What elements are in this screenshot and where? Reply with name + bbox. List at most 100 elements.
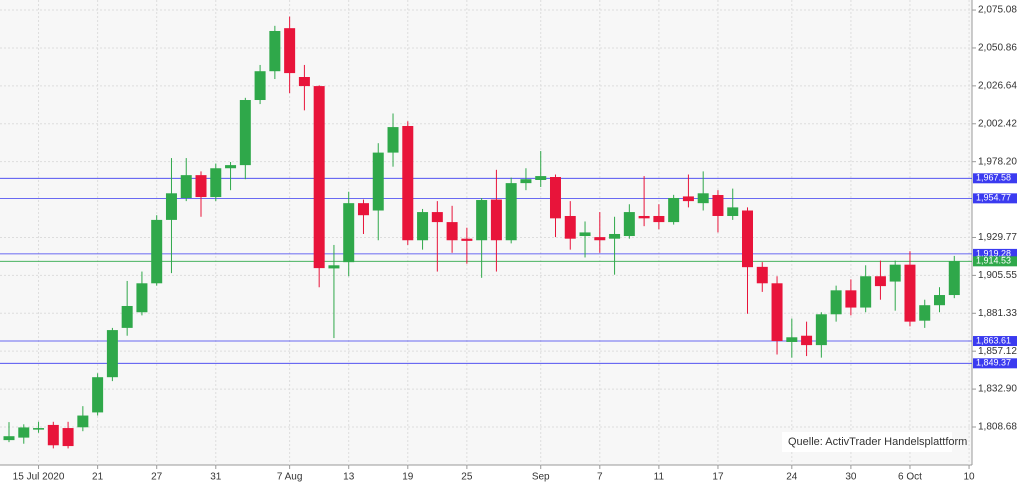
level-label: 1,954.77 bbox=[976, 193, 1011, 203]
y-tick-label: 2,026.64 bbox=[978, 81, 1017, 92]
candle-body bbox=[387, 127, 399, 153]
candle-body bbox=[934, 295, 946, 306]
candle-body bbox=[195, 175, 207, 198]
level-tag bbox=[973, 193, 1017, 204]
x-tick-label: 31 bbox=[210, 472, 222, 483]
x-tick-label: 6 Oct bbox=[898, 472, 922, 483]
level-label: 1,914.53 bbox=[976, 256, 1011, 266]
candle-body bbox=[919, 305, 931, 321]
candle-body bbox=[210, 168, 222, 198]
level-tag bbox=[973, 248, 1017, 259]
candle-body bbox=[92, 377, 104, 413]
candle-body bbox=[239, 100, 251, 166]
candle-body bbox=[564, 215, 576, 239]
level-tag bbox=[973, 358, 1017, 369]
candle-body bbox=[860, 276, 872, 308]
candle-body bbox=[372, 152, 384, 211]
candle-body bbox=[402, 125, 414, 241]
y-tick-label: 1,905.55 bbox=[978, 270, 1017, 281]
level-tag bbox=[973, 173, 1017, 184]
candle-body bbox=[609, 233, 621, 239]
y-tick-label: 2,050.86 bbox=[978, 43, 1017, 54]
y-tick-label: 2,002.42 bbox=[978, 118, 1017, 129]
annotation: Quelle: ActivTrader Handelsplattform bbox=[788, 436, 967, 448]
x-tick-label: 17 bbox=[712, 472, 724, 483]
candle-body bbox=[697, 193, 709, 204]
x-tick-label: 21 bbox=[92, 472, 104, 483]
annotation-box bbox=[782, 432, 952, 452]
candle-body bbox=[180, 175, 192, 198]
y-tick-label: 1,881.33 bbox=[978, 308, 1017, 319]
candle-body bbox=[668, 197, 680, 223]
candle-body bbox=[653, 215, 665, 223]
x-tick-label: 7 bbox=[597, 472, 603, 483]
x-tick-label: 7 Aug bbox=[277, 472, 303, 483]
level-tag bbox=[973, 256, 1017, 267]
y-tick-label: 1,857.12 bbox=[978, 346, 1017, 357]
candle-body bbox=[254, 71, 266, 101]
x-tick-label: Sep bbox=[532, 472, 550, 483]
x-tick-label: 13 bbox=[343, 472, 355, 483]
level-label: 1,849.37 bbox=[976, 358, 1011, 368]
candle-body bbox=[889, 264, 901, 282]
candle-body bbox=[165, 193, 177, 220]
candle-body bbox=[136, 283, 148, 313]
candle-body bbox=[904, 264, 916, 322]
x-tick-label: 30 bbox=[845, 472, 857, 483]
candle-body bbox=[742, 210, 753, 268]
candle-body bbox=[357, 203, 369, 216]
level-label: 1,919.28 bbox=[976, 248, 1011, 258]
candle-body bbox=[33, 428, 45, 430]
candle-body bbox=[106, 330, 118, 378]
candle-body bbox=[579, 232, 591, 237]
x-tick-label: 25 bbox=[461, 472, 473, 483]
candle-body bbox=[727, 207, 739, 216]
candle-body bbox=[948, 261, 960, 296]
x-tick-label: 24 bbox=[786, 472, 798, 483]
candle-body bbox=[47, 424, 59, 446]
candle-body bbox=[801, 335, 813, 346]
candle-body bbox=[874, 276, 886, 287]
candle-body bbox=[225, 165, 237, 169]
level-label: 1,863.61 bbox=[976, 335, 1011, 345]
candle-body bbox=[845, 290, 857, 308]
x-tick-label: 15 Jul 2020 bbox=[13, 472, 65, 483]
candle-body bbox=[77, 415, 89, 428]
candle-body bbox=[682, 196, 694, 202]
y-tick-label: 1,978.20 bbox=[978, 156, 1017, 167]
candle-body bbox=[594, 237, 606, 241]
candle-body bbox=[786, 337, 798, 342]
x-tick-label: 27 bbox=[151, 472, 163, 483]
candle-body bbox=[476, 200, 488, 241]
candle-body bbox=[151, 219, 163, 284]
x-tick-label: 19 bbox=[402, 472, 414, 483]
candle-body bbox=[535, 176, 547, 180]
x-tick-label: 10 bbox=[963, 472, 975, 483]
x-tick-label: 11 bbox=[654, 472, 665, 483]
candle-body bbox=[431, 212, 443, 223]
level-label: 1,967.58 bbox=[976, 173, 1011, 183]
candle-body bbox=[417, 212, 429, 241]
candle-body bbox=[549, 177, 561, 219]
candle-body bbox=[3, 436, 15, 441]
candle-body bbox=[520, 179, 532, 184]
y-tick-label: 1,808.68 bbox=[978, 422, 1017, 433]
candle-body bbox=[505, 183, 517, 241]
candle-body bbox=[343, 203, 355, 263]
candle-body bbox=[121, 305, 133, 328]
candle-body bbox=[830, 290, 842, 315]
candle-body bbox=[446, 222, 458, 241]
candle-body bbox=[815, 314, 827, 346]
candle-body bbox=[771, 283, 783, 342]
candle-body bbox=[490, 199, 502, 241]
candle-body bbox=[18, 427, 30, 438]
candle-body bbox=[461, 238, 473, 241]
y-tick-label: 1,929.77 bbox=[978, 232, 1017, 243]
y-tick-label: 2,075.08 bbox=[978, 5, 1017, 16]
candle-body bbox=[756, 266, 768, 284]
candle-body bbox=[638, 215, 650, 219]
level-tag bbox=[973, 336, 1017, 347]
candle-body bbox=[313, 86, 325, 269]
candle-body bbox=[623, 212, 635, 237]
